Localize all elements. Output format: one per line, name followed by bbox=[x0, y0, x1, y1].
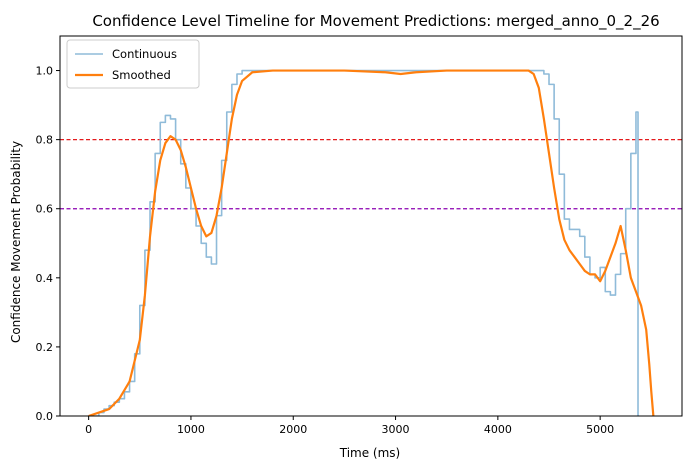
y-tick-label: 0.6 bbox=[36, 203, 54, 216]
y-axis-label: Confidence Movement Probability bbox=[9, 141, 23, 343]
series-line-continuous bbox=[88, 69, 640, 416]
legend: Continuous Smoothed bbox=[66, 39, 200, 89]
x-tick-label: 3000 bbox=[382, 423, 410, 436]
x-tick-label: 4000 bbox=[484, 423, 512, 436]
y-tick-label: 1.0 bbox=[36, 65, 54, 78]
axes: 0 1000 2000 3000 4000 5000 0.0 0.2 0.4 0.6 0.8 1.0 bbox=[36, 35, 683, 436]
x-tick-label: 1000 bbox=[177, 423, 205, 436]
legend-label-smoothed: Smoothed bbox=[112, 68, 171, 82]
legend-label-continuous: Continuous bbox=[112, 47, 177, 61]
y-tick-label: 0.2 bbox=[36, 341, 54, 354]
chart-title: Confidence Level Timeline for Movement P… bbox=[92, 12, 659, 31]
y-tick-label: 0.4 bbox=[36, 272, 54, 285]
x-tick-label: 2000 bbox=[279, 423, 307, 436]
x-tick-label: 5000 bbox=[586, 423, 614, 436]
series-line-smoothed bbox=[88, 69, 655, 416]
y-tick-label: 0.0 bbox=[36, 410, 54, 423]
plot-frame bbox=[59, 35, 683, 417]
x-tick-label: 0 bbox=[85, 423, 92, 436]
series-layer bbox=[88, 69, 655, 416]
x-axis-label: Time (ms) bbox=[339, 446, 401, 460]
y-tick-label: 0.8 bbox=[36, 134, 54, 147]
